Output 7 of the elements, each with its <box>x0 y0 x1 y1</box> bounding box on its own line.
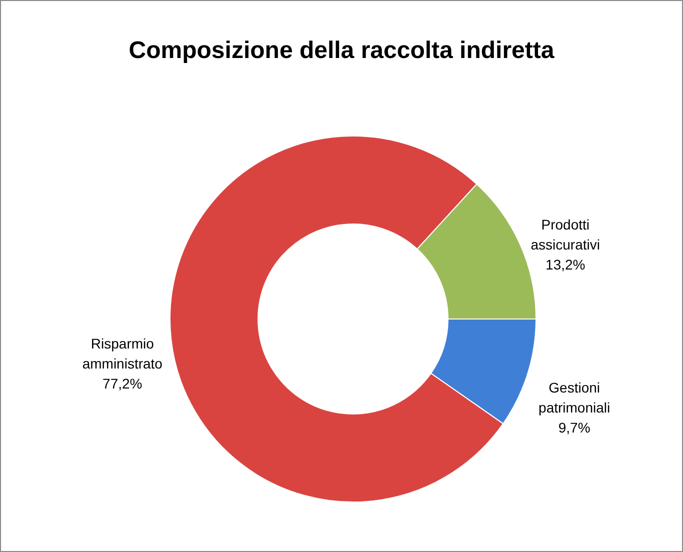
slice-label: Gestioni patrimoniali <box>538 380 610 416</box>
slice-label: Prodotti assicurativi <box>530 216 600 253</box>
data-label: 77,2% <box>102 375 142 392</box>
data-label: 13,2% <box>546 256 586 273</box>
data-label: 9,7% <box>558 420 590 436</box>
chart-title: Composizione della raccolta indiretta <box>128 37 555 64</box>
slice-label: Risparmio amministrato <box>82 335 163 372</box>
